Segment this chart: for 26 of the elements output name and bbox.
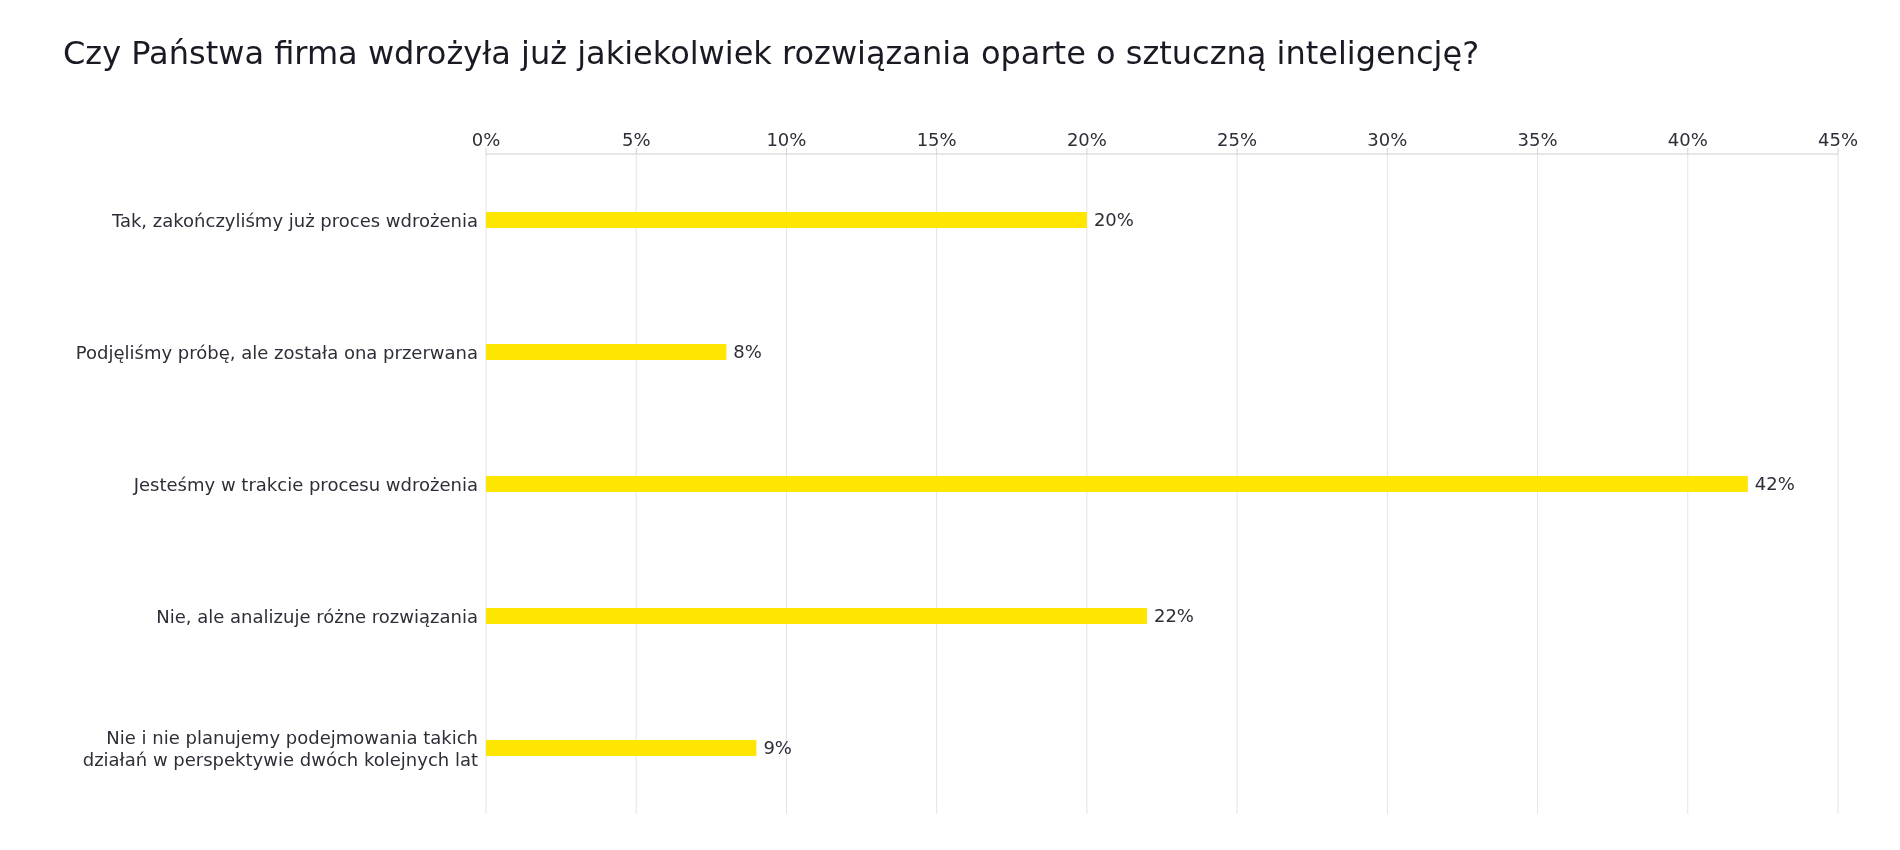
data-label: 42%	[1754, 473, 1795, 495]
x-tick-label: 35%	[1517, 129, 1558, 150]
bar	[486, 212, 1087, 229]
bar	[486, 608, 1147, 625]
y-tick-label: Podjęliśmy próbę, ale została ona przerwana	[75, 341, 478, 363]
bar	[486, 344, 727, 361]
y-tick-label: Nie i nie planujemy podejmowania takich działań w perspektywie dwóch kolejnych lat	[82, 726, 478, 770]
chart-title: Czy Państwa firma wdrożyła już jakiekolwiek rozwiązania oparte o sztuczną inteligencję?	[62, 33, 1481, 74]
x-tick-label: 40%	[1667, 129, 1708, 150]
y-tick-label: Jesteśmy w trakcie procesu wdrożenia	[132, 473, 478, 495]
x-tick-label: 45%	[1817, 129, 1859, 150]
data-label: 22%	[1153, 605, 1194, 627]
x-tick-label: 20%	[1066, 129, 1107, 150]
y-tick-label: Tak, zakończyliśmy już proces wdrożenia	[110, 209, 478, 231]
x-tick-label: 30%	[1367, 129, 1408, 150]
x-tick-label: 10%	[766, 129, 807, 150]
data-label: 8%	[733, 341, 762, 363]
x-tick-label: 15%	[916, 129, 957, 150]
y-tick-label: Nie, ale analizuje różne rozwiązania	[156, 605, 478, 627]
bar	[486, 740, 757, 757]
x-tick-label: 0%	[471, 129, 501, 150]
x-tick-label: 5%	[621, 129, 651, 150]
data-label: 9%	[763, 737, 792, 759]
bar	[486, 476, 1748, 493]
x-tick-label: 25%	[1217, 129, 1258, 150]
data-label: 20%	[1093, 209, 1134, 231]
